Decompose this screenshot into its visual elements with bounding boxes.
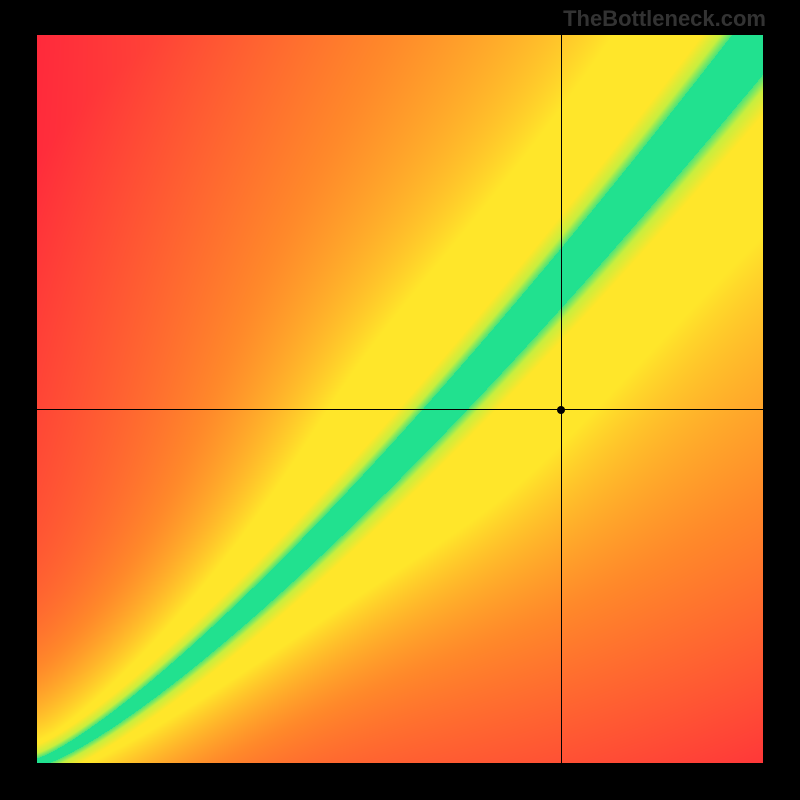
chart-container: TheBottleneck.com — [0, 0, 800, 800]
plot-area — [37, 35, 763, 763]
heatmap-canvas — [37, 35, 763, 763]
crosshair-point — [557, 406, 565, 414]
watermark-text: TheBottleneck.com — [563, 6, 766, 32]
crosshair-horizontal — [37, 409, 763, 410]
crosshair-vertical — [561, 35, 562, 763]
